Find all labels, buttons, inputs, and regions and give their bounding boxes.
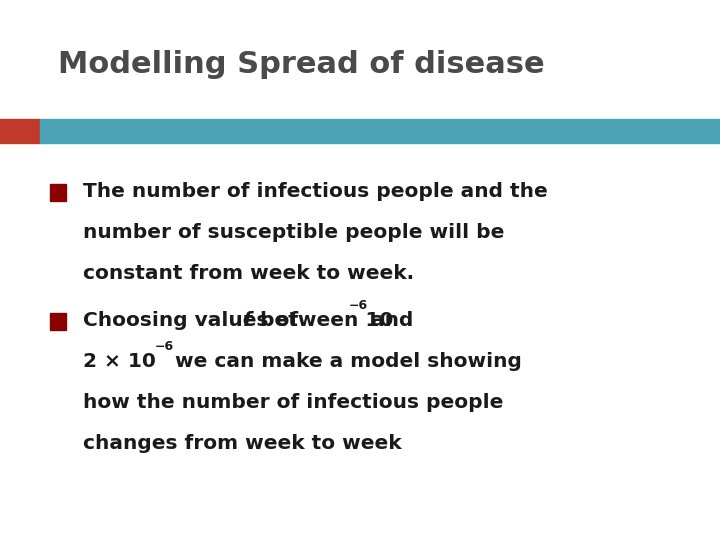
Text: −6: −6	[349, 299, 369, 312]
Text: we can make a model showing: we can make a model showing	[168, 352, 521, 371]
Text: The number of infectious people and the: The number of infectious people and the	[83, 182, 547, 201]
Text: 2 × 10: 2 × 10	[83, 352, 156, 371]
Text: changes from week to week: changes from week to week	[83, 434, 402, 453]
Text: Choosing values of: Choosing values of	[83, 310, 305, 330]
Bar	[50, 313, 66, 330]
Text: f: f	[243, 310, 251, 330]
Text: how the number of infectious people: how the number of infectious people	[83, 393, 503, 412]
Bar	[50, 184, 66, 201]
Text: −6: −6	[155, 340, 174, 353]
Text: and: and	[364, 310, 413, 330]
Text: constant from week to week.: constant from week to week.	[83, 264, 414, 284]
Bar	[0, 119, 40, 143]
Text: number of susceptible people will be: number of susceptible people will be	[83, 223, 504, 242]
Text: Modelling Spread of disease: Modelling Spread of disease	[58, 50, 544, 79]
Bar	[40, 119, 720, 143]
Text: between 10: between 10	[253, 310, 394, 330]
